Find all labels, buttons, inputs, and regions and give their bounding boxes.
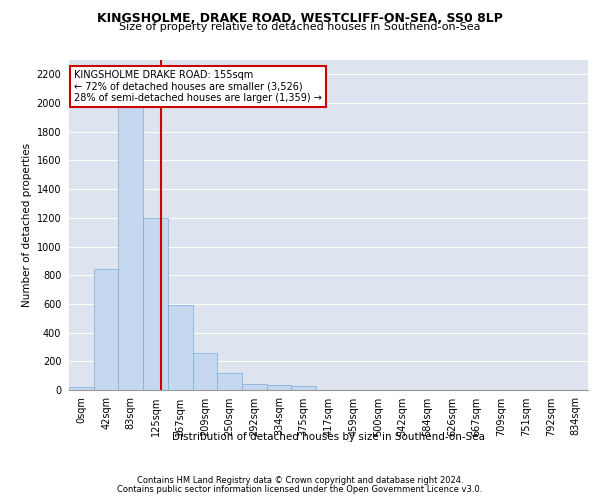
Bar [143, 218, 168, 390]
Bar [168, 306, 193, 390]
Bar [292, 386, 316, 390]
Bar [217, 373, 242, 390]
Text: Size of property relative to detached houses in Southend-on-Sea: Size of property relative to detached ho… [119, 22, 481, 32]
Text: KINGSHOLME DRAKE ROAD: 155sqm
← 72% of detached houses are smaller (3,526)
28% o: KINGSHOLME DRAKE ROAD: 155sqm ← 72% of d… [74, 70, 322, 103]
Text: Contains public sector information licensed under the Open Government Licence v3: Contains public sector information licen… [118, 485, 482, 494]
Bar [69, 387, 94, 390]
Bar [94, 270, 118, 390]
Text: Contains HM Land Registry data © Crown copyright and database right 2024.: Contains HM Land Registry data © Crown c… [137, 476, 463, 485]
Bar [267, 385, 292, 390]
Bar [118, 103, 143, 390]
Y-axis label: Number of detached properties: Number of detached properties [22, 143, 32, 307]
Text: Distribution of detached houses by size in Southend-on-Sea: Distribution of detached houses by size … [172, 432, 485, 442]
Bar [193, 354, 217, 390]
Text: KINGSHOLME, DRAKE ROAD, WESTCLIFF-ON-SEA, SS0 8LP: KINGSHOLME, DRAKE ROAD, WESTCLIFF-ON-SEA… [97, 12, 503, 26]
Bar [242, 384, 267, 390]
